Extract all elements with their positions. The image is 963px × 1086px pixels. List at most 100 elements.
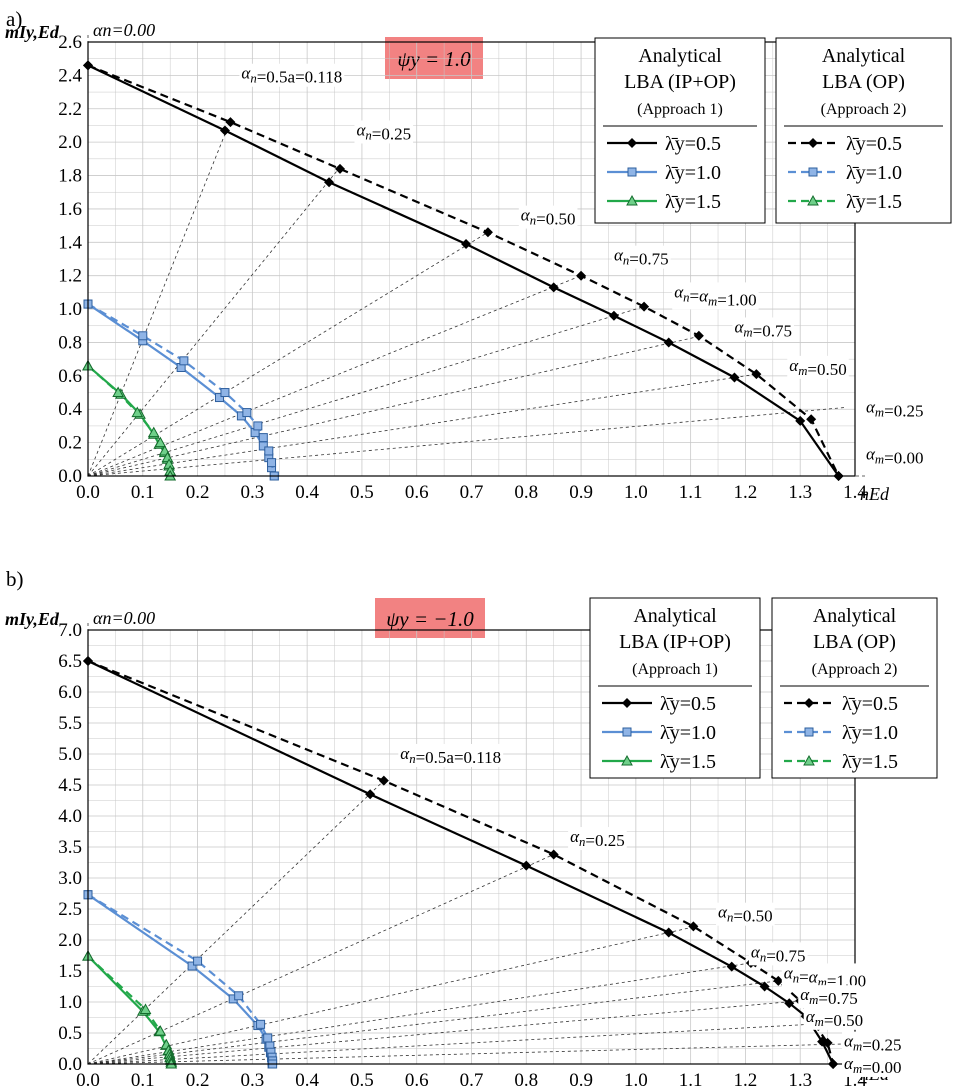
x-tick-label: 0.9 xyxy=(569,1070,593,1086)
ray-label: αn=αm=1.00 xyxy=(674,282,756,309)
ray-label-bg xyxy=(239,63,345,87)
square-marker xyxy=(256,1019,266,1029)
legend-entry: λ̄y=1.0 xyxy=(784,722,898,744)
y-tick-label: 1.0 xyxy=(58,299,82,320)
x-tick-label: 0.1 xyxy=(131,1070,155,1086)
y-tick-label: 2.6 xyxy=(58,32,82,53)
legend-entry: λ̄y=1.5 xyxy=(784,751,898,773)
ray-line xyxy=(87,120,231,477)
y-tick-label: 2.2 xyxy=(58,99,82,120)
legend-title: LBA (OP) xyxy=(822,71,905,93)
diamond-marker xyxy=(461,238,472,249)
x-tick-label: 0.4 xyxy=(295,1070,319,1086)
series-line xyxy=(87,303,276,477)
legend-title: (Approach 2) xyxy=(821,101,907,118)
legend-entry-label: λ̄y=1.5 xyxy=(846,191,902,213)
legend-box xyxy=(775,37,952,224)
ray-label: αm=0.50 xyxy=(789,356,847,379)
legend-entry-label: λ̄y=1.0 xyxy=(842,722,898,744)
y-axis-label: mIy,Ed xyxy=(5,22,60,42)
legend-group-0: Analytical LBA (IP+OP) (Approach 1) λ̄y=0.5… xyxy=(594,37,766,224)
ray-label: αn=0.25 xyxy=(570,827,625,850)
triangle-marker xyxy=(621,754,633,766)
diamond-marker xyxy=(784,998,795,1009)
square-marker xyxy=(264,446,274,456)
ray-label: αn=0.50 xyxy=(521,206,576,229)
legend-entry: λ̄y=1.5 xyxy=(607,191,721,213)
y-tick-label: 2.4 xyxy=(58,65,82,86)
series-line xyxy=(87,64,840,477)
square-marker xyxy=(267,458,277,468)
ray-label-bg xyxy=(842,1053,904,1077)
ray-line xyxy=(87,373,757,477)
legend-title: (Approach 1) xyxy=(632,661,718,678)
y-tick-label: 1.4 xyxy=(58,232,82,253)
legend-title: Analytical xyxy=(638,45,722,67)
y-tick-label: 6.5 xyxy=(58,651,82,672)
ray-label: αm=0.75 xyxy=(734,317,792,340)
x-tick-label: 1.1 xyxy=(679,1070,703,1086)
x-axis-title: nEd xyxy=(860,484,890,504)
ray-labels: αn=0.5a=0.118αn=0.25αn=0.50αn=0.75αn=αm=… xyxy=(398,743,904,1077)
case-label-bg xyxy=(385,37,483,79)
top-ray-label: αn=0.00 xyxy=(93,608,155,628)
legend-entry-label: λ̄y=1.0 xyxy=(665,162,721,184)
square-marker xyxy=(253,421,263,431)
ray-label-bg xyxy=(716,902,775,926)
diamond-marker xyxy=(548,849,559,860)
ray-label: αn=0.5a=0.118 xyxy=(400,744,501,767)
square-marker xyxy=(258,433,268,443)
ray-labels: αn=0.5a=0.118αn=0.25αn=0.50αn=0.75αn=αm=… xyxy=(239,63,926,468)
triangle-marker xyxy=(147,426,160,438)
x-tick-label: 1.2 xyxy=(734,1070,758,1086)
ray-line xyxy=(87,1043,861,1065)
ray-label-bg xyxy=(732,317,794,341)
y-axis-title: mIy,Ed xyxy=(5,609,60,629)
square-marker xyxy=(263,1033,273,1043)
diamond-marker xyxy=(225,117,236,128)
y-tick-label: 6.0 xyxy=(58,682,82,703)
legend-entry-label: λ̄y=1.5 xyxy=(660,751,716,773)
y-tick-label: 3.5 xyxy=(58,837,82,858)
ray-label: αm=0.50 xyxy=(806,1007,864,1030)
legend-title: Analytical xyxy=(813,605,897,627)
ray-line xyxy=(87,1021,856,1065)
diamond-marker xyxy=(808,138,818,148)
legend-entry: λ̄y=1.5 xyxy=(788,191,902,213)
square-marker xyxy=(138,331,148,341)
legend-group-1: Analytical LBA (OP) (Approach 2) λ̄y=0.5 λ̄y… xyxy=(771,597,938,779)
diamond-marker xyxy=(378,775,389,786)
y-tick-label: 0.0 xyxy=(58,1054,82,1075)
legend-box xyxy=(771,597,938,779)
diamond-marker xyxy=(608,310,619,321)
y-tick-label: 5.5 xyxy=(58,713,82,734)
square-marker xyxy=(234,991,244,1001)
case-label: ψy = −1.0 xyxy=(386,607,474,631)
diamond-marker xyxy=(693,330,704,341)
ray-label-bg xyxy=(798,985,860,1009)
diamond-marker xyxy=(804,698,814,708)
y-axis-label: mIy,Ed xyxy=(5,609,60,629)
ray-label-bg xyxy=(518,205,578,229)
legend-entry: λ̄y=1.5 xyxy=(602,751,716,773)
ray-label-bg xyxy=(787,355,849,379)
diamond-marker xyxy=(521,860,532,871)
ray-label-bg xyxy=(803,1006,866,1030)
diamond-marker xyxy=(576,270,587,281)
y-tick-label: 0.6 xyxy=(58,366,82,387)
diamond-marker xyxy=(663,927,674,938)
legend-box xyxy=(589,597,761,779)
x-tick-label: 1.2 xyxy=(734,482,758,503)
ray-label-bg xyxy=(863,444,926,468)
x-tick-label: 0.4 xyxy=(295,482,319,503)
square-marker xyxy=(242,408,252,418)
legend: Analytical LBA (IP+OP) (Approach 1) λ̄y=0.5… xyxy=(589,597,938,779)
x-tick-label: 1.0 xyxy=(624,482,648,503)
triangle-marker xyxy=(139,1003,152,1014)
plot-frame xyxy=(87,629,856,1065)
ray-line xyxy=(87,306,645,477)
ray-line xyxy=(87,780,385,1065)
ray-label-bg xyxy=(354,120,414,144)
x-tick-label: 0.6 xyxy=(405,1070,429,1086)
ray-line xyxy=(87,407,845,477)
